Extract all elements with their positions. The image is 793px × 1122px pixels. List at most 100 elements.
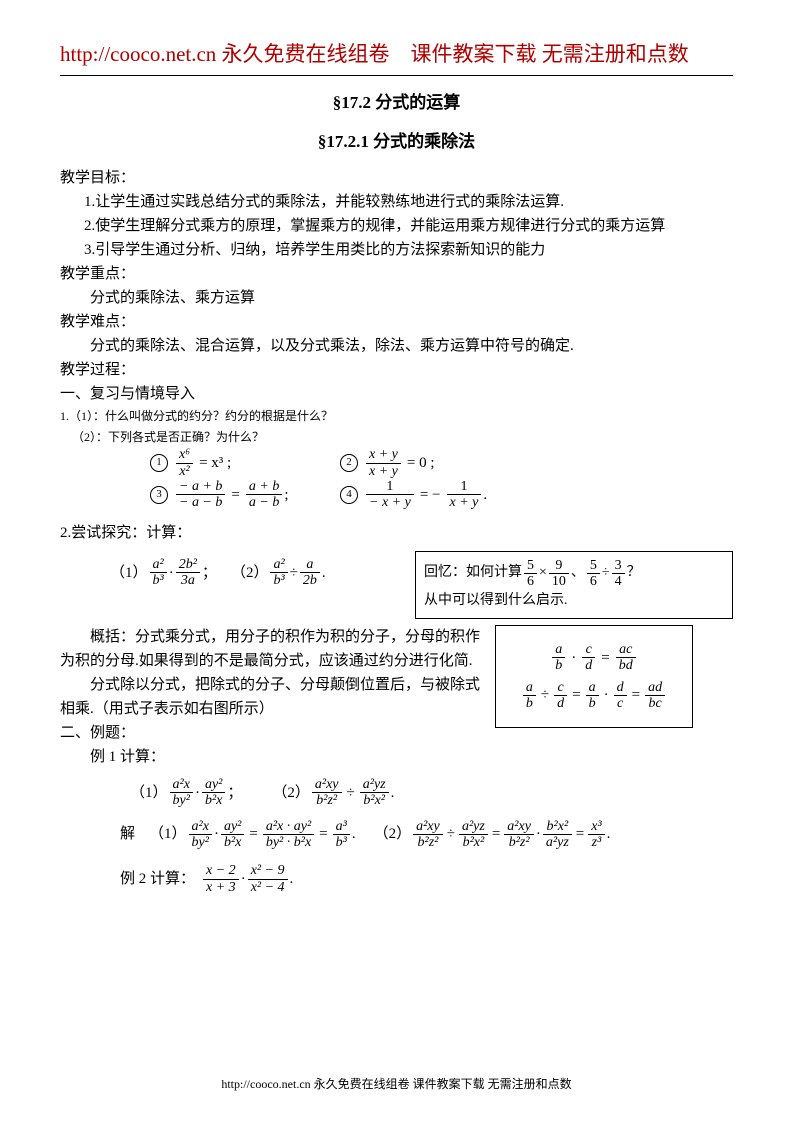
rb2b: b [523, 696, 536, 711]
rb2dot: · [604, 683, 609, 707]
eq1-rhs: = x³ ; [199, 451, 231, 475]
rb2eq2: = [632, 683, 640, 707]
try2-tail: . [322, 561, 326, 585]
page: http://cooco.net.cn 永久免费在线组卷 课件教案下载 无需注册… [0, 0, 793, 898]
circ-3: 3 [150, 486, 168, 504]
s1-eq2: = [319, 822, 327, 846]
rb2eq1: = [572, 683, 580, 707]
try1-rd: 3a [176, 573, 200, 588]
goal-1: 1.让学生通过实践总结分式的乘除法，并能较熟练地进行式的乘除法运算. [60, 190, 733, 214]
ex2-ld: x + 3 [203, 880, 239, 895]
s2-5d: z³ [588, 835, 604, 850]
ex1-line: （1） a²xby² · ay²b²x ； （2） a²xyb²z² ÷ a²y… [130, 777, 733, 809]
summary-wrap: 概括：分式乘分式，用分子的积作为积的分子，分母的积作为积的分母.如果得到的不是最… [60, 625, 733, 721]
ex11-dot: · [195, 781, 200, 805]
try2-rn: a [300, 557, 320, 573]
s2-1n: a²xy [413, 819, 443, 835]
eq2-num: x + y [366, 447, 401, 463]
eq3-ld: − a − b [176, 495, 225, 510]
rb1eq: = [601, 646, 609, 670]
header-link: http://cooco.net.cn 永久免费在线组卷 课件教案下载 无需注册… [60, 40, 733, 69]
focus-text: 分式的乘除法、乘方运算 [60, 286, 733, 310]
ex11-rn: ay² [202, 777, 225, 793]
body: 教学目标： 1.让学生通过实践总结分式的乘除法，并能较熟练地进行式的乘除法运算.… [60, 166, 733, 898]
difficulty-text: 分式的乘除法、混合运算，以及分式乘法，除法、乘方运算中符号的确定. [60, 334, 733, 358]
eq3-ln: − a + b [176, 479, 225, 495]
eq3-tail: ; [284, 483, 288, 507]
ex12-tail: . [391, 781, 395, 805]
ex12-label: （2） [272, 781, 310, 805]
try2-ln: a² [270, 557, 287, 573]
review-label: 一、复习与情境导入 [60, 382, 733, 406]
eq4-tail: . [483, 483, 487, 507]
s2-1d: b²z² [413, 835, 443, 850]
summary-p1: 概括：分式乘分式，用分子的积作为积的分子，分母的积作为积的分母.如果得到的不是最… [60, 625, 480, 673]
title-sub: §17.2.1 分式的乘除法 [60, 127, 733, 152]
co-f4d: 4 [612, 574, 625, 589]
s2-eq2: = [576, 822, 584, 846]
rb1rn: ac [616, 642, 636, 658]
ex12-rn: a²yz [360, 777, 389, 793]
rb2b2: b [586, 696, 599, 711]
rb1c: c [582, 642, 595, 658]
goal-2: 2.使学生理解分式乘方的原理，掌握乘方的规律，并能运用乘方规律进行分式的乘方运算 [60, 214, 733, 238]
callout-l1: 回忆：如何计算 [424, 562, 522, 584]
ex11-rd: b²x [202, 793, 225, 808]
co-f2n: 9 [549, 558, 569, 574]
q1-2: （2）：下列各式是否正确？为什么？ [60, 427, 733, 447]
sol-label: 解 [120, 822, 135, 846]
s2-dot: · [536, 822, 541, 846]
try1-tail: ； [202, 561, 217, 585]
s1-1d: by² [189, 835, 212, 850]
rb2c: c [554, 680, 567, 696]
ex11-ln: a²x [170, 777, 193, 793]
ex11-label: （1） [130, 781, 168, 805]
co-q: ？ [627, 562, 641, 584]
rb1dot: · [571, 646, 576, 670]
co-f3n: 5 [587, 558, 600, 574]
rule-box: ab · cd = acbd ab ÷ cd = ab · dc = adbc [495, 625, 693, 729]
difficulty-label: 教学难点： [60, 310, 733, 334]
ex2-ln: x − 2 [203, 863, 239, 879]
callout-box: 回忆：如何计算 56 × 910 、 56 ÷ 34 ？ 从中可以得到什么启示. [415, 551, 733, 619]
circ-4: 4 [340, 486, 358, 504]
ex2-rn: x² − 9 [248, 863, 288, 879]
rb2rd: bc [645, 696, 665, 711]
eq-row-2: 3 − a + b− a − b = a + ba − b ; 4 1− x +… [60, 479, 733, 511]
s2-eq1: = [492, 822, 500, 846]
rb1a: a [552, 642, 565, 658]
eq2-den: x + y [366, 464, 401, 479]
s2-tail: . [607, 822, 611, 846]
s2-2d: b²x² [459, 835, 488, 850]
co-f1d: 6 [524, 574, 537, 589]
s1-2d: b²x [221, 835, 244, 850]
co-f4n: 3 [612, 558, 625, 574]
s1-4d: b³ [333, 835, 350, 850]
s1-eq1: = [249, 822, 257, 846]
co-f3d: 6 [587, 574, 600, 589]
callout-wrap: （1） a²b³ · 2b²3a ； （2） a²b³ ÷ a2b . [60, 557, 733, 617]
rb2c2: c [614, 696, 627, 711]
rb1b: b [552, 658, 565, 673]
try2-ld: b³ [270, 573, 287, 588]
rb2a2: a [586, 680, 599, 696]
co-f2d: 10 [549, 574, 569, 589]
try2-op: ÷ [290, 561, 298, 585]
s1-1n: a²x [189, 819, 212, 835]
ex2-tail: . [290, 867, 294, 891]
ex12-rd: b²x² [360, 793, 389, 808]
ex2-rd: x² − 4 [248, 880, 288, 895]
try-label: 2.尝试探究：计算： [60, 521, 733, 545]
footer: http://cooco.net.cn 永久免费在线组卷 课件教案下载 无需注册… [0, 1075, 793, 1092]
rb2a: a [523, 680, 536, 696]
s1-dot: · [214, 822, 219, 846]
q1-1: 1.（1）：什么叫做分式的约分？约分的根据是什么？ [60, 406, 733, 426]
process-label: 教学过程： [60, 358, 733, 382]
s2-5n: x³ [588, 819, 604, 835]
rb2d: d [554, 696, 567, 711]
s2-4d: a²yz [543, 835, 572, 850]
eq4-rn: 1 [447, 479, 482, 495]
circ-2: 2 [340, 454, 358, 472]
try1-dot: · [169, 561, 174, 585]
summary-p2: 分式除以分式，把除式的分子、分母颠倒位置后，与被除式相乘.（用式子表示如右图所示… [60, 673, 480, 721]
